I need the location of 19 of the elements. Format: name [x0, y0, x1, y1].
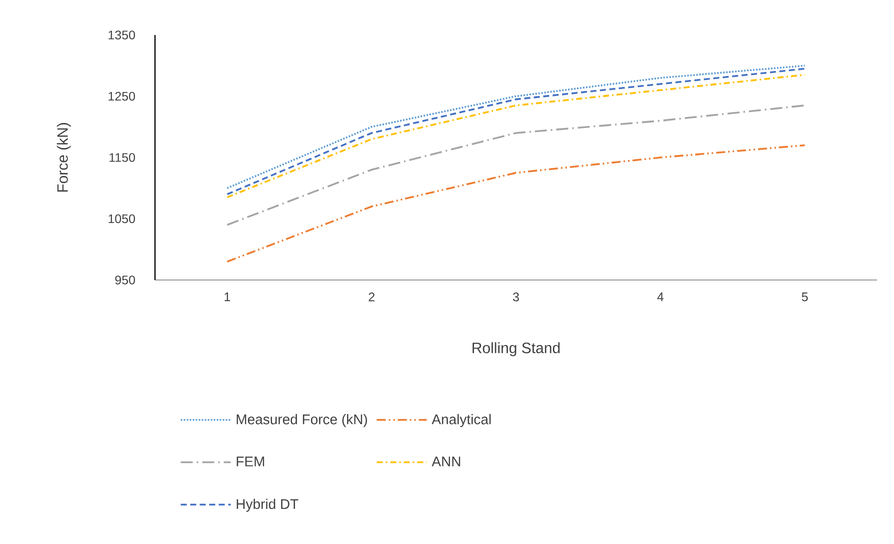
y-tick-label: 1350: [108, 30, 135, 40]
x-tick-label: 2: [368, 292, 374, 302]
line-series: [226, 144, 806, 263]
legend-label: Hybrid DT: [236, 498, 298, 512]
legend-label: Measured Force (kN): [236, 414, 368, 428]
x-tick-label: 1: [224, 292, 230, 302]
y-axis-title: Force (kN): [56, 123, 71, 192]
x-tick-label: 5: [802, 292, 808, 302]
y-tick-label: 950: [115, 276, 135, 284]
y-tick-label: 1150: [110, 153, 135, 162]
y-tick-label: 1250: [108, 92, 135, 101]
legend-label: Analytical: [432, 414, 491, 428]
y-tick-label: 1050: [108, 214, 135, 224]
x-tick-label: 4: [657, 292, 664, 302]
x-axis-title: Rolling Stand: [472, 342, 560, 356]
legend-label: ANN: [432, 456, 460, 466]
legend-label: FEM: [236, 456, 264, 466]
x-tick-label: 3: [512, 292, 519, 302]
line-series: [226, 104, 806, 226]
